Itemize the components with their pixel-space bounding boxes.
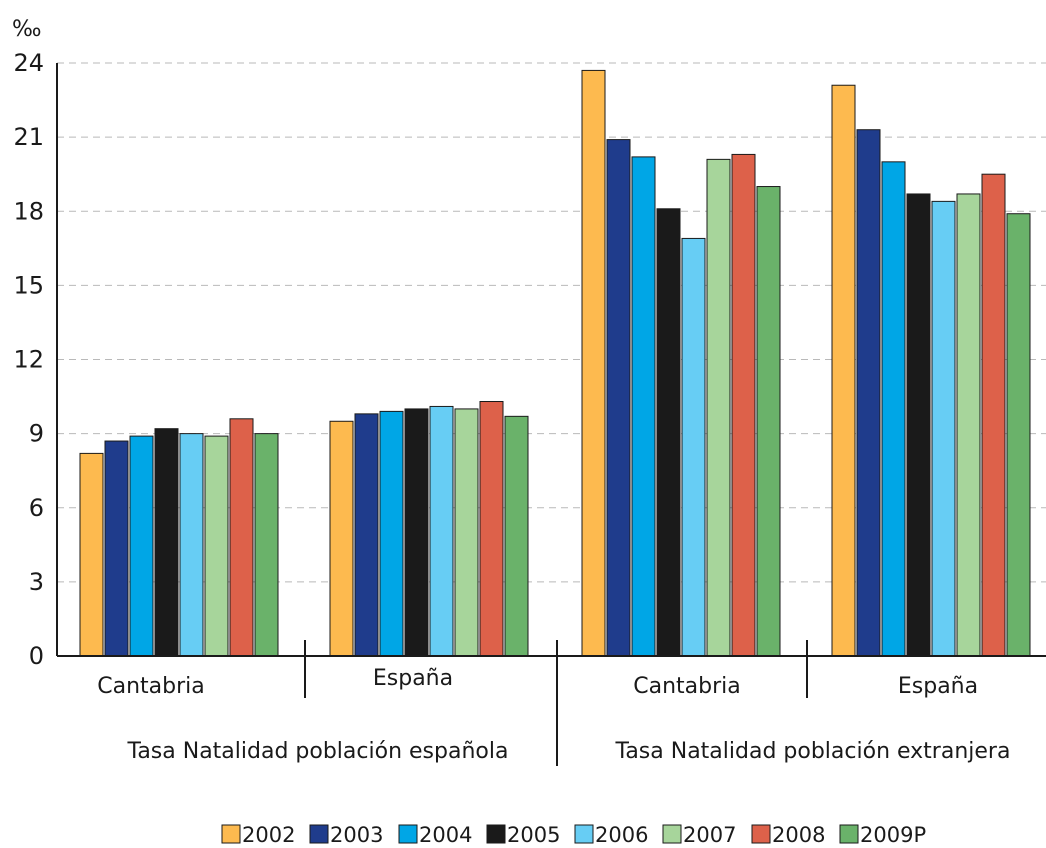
bar (154, 428, 179, 657)
legend-label: 2008 (772, 823, 825, 847)
y-tick-label: 9 (29, 420, 44, 448)
legend-label: 2009P (860, 823, 926, 847)
y-tick-label: 21 (13, 123, 44, 151)
y-axis-unit-label: ‰ (12, 17, 42, 42)
bars (79, 69, 1031, 657)
bar (881, 161, 906, 657)
bar (931, 200, 956, 657)
legend-swatch (662, 824, 682, 844)
bar (454, 408, 479, 657)
legend-swatch (398, 824, 418, 844)
category-labels: Cantabria España Cantabria España (97, 666, 978, 699)
group-labels: Tasa Natalidad población española Tasa Na… (127, 739, 1011, 764)
y-tick-label: 6 (29, 494, 44, 522)
legend: 2002 2003 2004 2005 2006 2007 2008 2009P (221, 823, 926, 847)
legend-label: 2006 (595, 823, 648, 847)
bar (581, 69, 606, 657)
category-separators (304, 640, 808, 766)
grid-lines (57, 62, 1046, 583)
category-label: Cantabria (633, 674, 741, 699)
category-label: España (898, 674, 978, 699)
bar (831, 84, 856, 657)
group-label: Tasa Natalidad población extranjera (615, 739, 1011, 764)
y-tick-labels: 0 3 6 9 12 15 18 21 24 (13, 49, 44, 670)
bar (254, 433, 279, 657)
category-label: Cantabria (97, 674, 205, 699)
bar (606, 139, 631, 657)
bar (104, 440, 129, 657)
legend-swatch (221, 824, 241, 844)
y-tick-label: 3 (29, 568, 44, 596)
bar (731, 153, 756, 657)
bar (329, 420, 354, 657)
bar (706, 158, 731, 657)
bar (631, 156, 656, 657)
bar (504, 415, 529, 657)
bar (379, 410, 404, 657)
bar (429, 405, 454, 657)
legend-label: 2003 (330, 823, 383, 847)
y-tick-label: 0 (29, 642, 44, 670)
y-tick-label: 24 (13, 49, 44, 77)
bar (404, 408, 429, 657)
legend-swatch (751, 824, 771, 844)
bar (656, 208, 681, 657)
legend-swatch (309, 824, 329, 844)
bar (179, 433, 204, 657)
bar (129, 435, 154, 657)
bar (79, 452, 104, 657)
bar (479, 401, 504, 657)
axes (56, 63, 1046, 657)
legend-label: 2004 (419, 823, 472, 847)
bar (1006, 213, 1031, 657)
bar (756, 186, 781, 657)
y-tick-label: 12 (13, 346, 44, 374)
legend-swatch (486, 824, 506, 844)
y-tick-label: 18 (13, 197, 44, 225)
category-label: España (373, 666, 453, 691)
y-tick-label: 15 (13, 271, 44, 299)
bar (204, 435, 229, 657)
bar (681, 237, 706, 657)
legend-label: 2007 (683, 823, 736, 847)
legend-swatch (839, 824, 859, 844)
group-label: Tasa Natalidad población española (127, 739, 509, 764)
bar (956, 193, 981, 657)
bar (354, 413, 379, 657)
bar (981, 173, 1006, 657)
bar (229, 418, 254, 657)
legend-label: 2005 (507, 823, 560, 847)
bar (906, 193, 931, 657)
bar (856, 129, 881, 657)
legend-label: 2002 (242, 823, 295, 847)
legend-swatch (574, 824, 594, 844)
